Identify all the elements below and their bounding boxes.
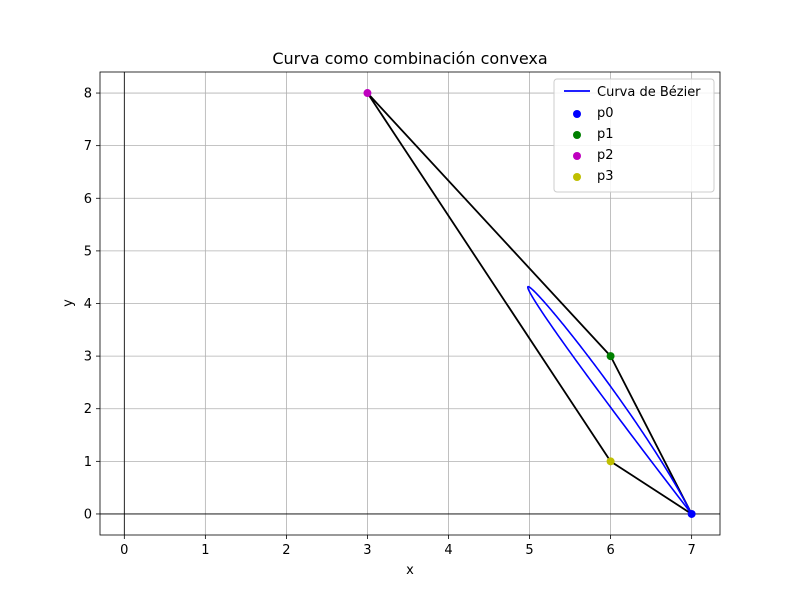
x-tick-label-6: 6 [606,543,614,558]
legend-swatch-3 [573,152,581,160]
legend-label-2: p1 [597,127,614,142]
y-tick-label-7: 7 [84,139,92,154]
legend-swatch-1 [573,110,581,118]
x-tick-label-7: 7 [687,543,695,558]
legend: Curva de Bézier p0 p1 p2 p3 [553,78,715,193]
y-tick-label-6: 6 [84,192,92,207]
x-tick-label-2: 2 [282,543,290,558]
marker-p3 [606,457,615,466]
y-tick-label-5: 5 [84,244,92,259]
x-axis-label: x [406,563,414,578]
x-tick-label-0: 0 [120,543,128,558]
marker-p1 [606,352,615,361]
legend-label-1: p0 [597,106,614,121]
x-tick-label-1: 1 [201,543,209,558]
x-tick-label-5: 5 [525,543,533,558]
marker-p2 [363,89,372,98]
plot-frame [99,71,721,536]
chart-title: Curva como combinación convexa [272,49,547,68]
legend-label-0: Curva de Bézier [597,85,701,100]
y-tick-label-0: 0 [84,507,92,522]
y-axis-label: y [61,299,76,307]
y-tick-label-8: 8 [84,87,92,102]
legend-box [553,78,715,193]
x-tick-label-3: 3 [363,543,371,558]
plot-area: 0 1 2 3 4 5 6 7 0 1 2 3 4 5 6 7 8 [84,71,721,558]
legend-label-4: p3 [597,169,614,184]
x-tick-label-4: 4 [444,543,452,558]
marker-p0 [687,509,696,518]
legend-label-3: p2 [597,148,614,163]
y-tick-label-1: 1 [84,455,92,470]
y-tick-label-4: 4 [84,297,92,312]
legend-swatch-4 [573,173,581,181]
y-tick-label-2: 2 [84,402,92,417]
bezier-curve [526,285,693,515]
y-tick-label-3: 3 [84,350,92,365]
legend-swatch-2 [573,131,581,139]
